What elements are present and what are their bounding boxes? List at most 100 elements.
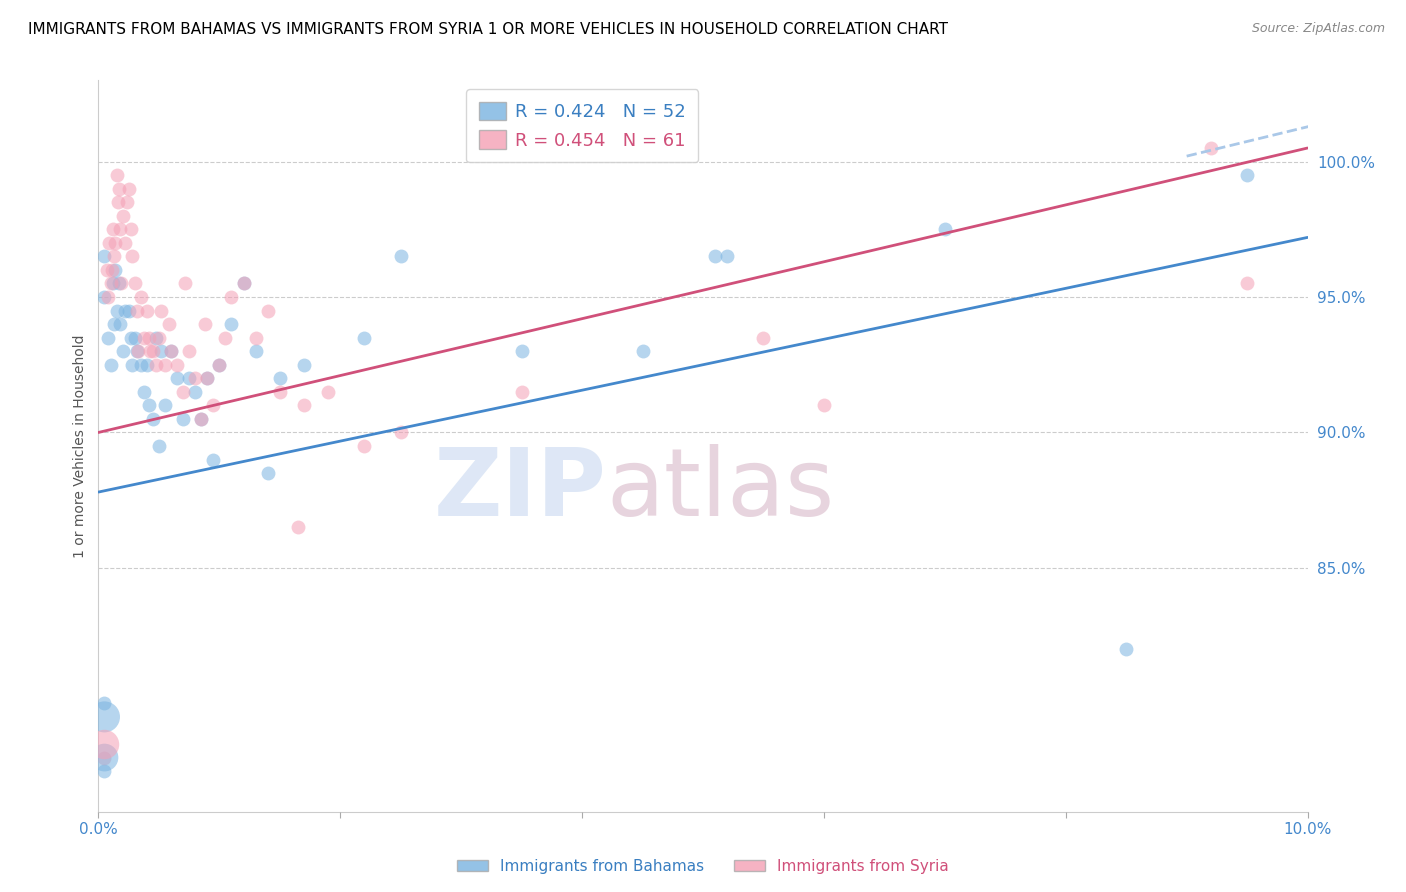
Legend: R = 0.424   N = 52, R = 0.454   N = 61: R = 0.424 N = 52, R = 0.454 N = 61 — [465, 89, 699, 162]
Point — [101, 222, 124, 236]
Point — [93, 737, 115, 751]
Point — [510, 384, 533, 399]
Point — [107, 195, 129, 210]
Point — [93, 750, 115, 764]
Point — [934, 222, 956, 236]
Text: atlas: atlas — [606, 444, 835, 536]
Point — [232, 277, 254, 291]
Point — [1236, 277, 1258, 291]
Point — [208, 358, 231, 372]
Point — [179, 371, 201, 385]
Point — [96, 263, 118, 277]
Point — [93, 249, 115, 263]
Point — [134, 331, 156, 345]
Text: ZIP: ZIP — [433, 444, 606, 536]
Point — [139, 344, 162, 359]
Point — [166, 371, 188, 385]
Point — [100, 358, 122, 372]
Point — [716, 249, 738, 263]
Point — [148, 439, 170, 453]
Point — [108, 277, 131, 291]
Point — [129, 358, 152, 372]
Point — [104, 263, 127, 277]
Point — [269, 384, 291, 399]
Point — [389, 249, 412, 263]
Point — [153, 358, 176, 372]
Point — [93, 764, 115, 778]
Text: Source: ZipAtlas.com: Source: ZipAtlas.com — [1251, 22, 1385, 36]
Point — [138, 398, 160, 412]
Point — [114, 235, 136, 250]
Point — [121, 358, 143, 372]
Point — [124, 331, 146, 345]
Point — [157, 317, 180, 331]
Point — [127, 303, 149, 318]
Point — [142, 344, 165, 359]
Point — [105, 303, 128, 318]
Point — [98, 235, 121, 250]
Point — [353, 331, 375, 345]
Point — [752, 331, 775, 345]
Point — [232, 277, 254, 291]
Point — [127, 344, 149, 359]
Legend: Immigrants from Bahamas, Immigrants from Syria: Immigrants from Bahamas, Immigrants from… — [451, 853, 955, 880]
Point — [195, 371, 218, 385]
Point — [160, 344, 183, 359]
Point — [704, 249, 727, 263]
Point — [190, 412, 212, 426]
Y-axis label: 1 or more Vehicles in Household: 1 or more Vehicles in Household — [73, 334, 87, 558]
Text: IMMIGRANTS FROM BAHAMAS VS IMMIGRANTS FROM SYRIA 1 OR MORE VEHICLES IN HOUSEHOLD: IMMIGRANTS FROM BAHAMAS VS IMMIGRANTS FR… — [28, 22, 948, 37]
Point — [195, 371, 218, 385]
Point — [631, 344, 654, 359]
Point — [134, 384, 156, 399]
Point — [114, 303, 136, 318]
Point — [93, 290, 115, 304]
Point — [108, 317, 131, 331]
Point — [353, 439, 375, 453]
Point — [172, 384, 194, 399]
Point — [221, 317, 243, 331]
Point — [101, 277, 124, 291]
Point — [108, 222, 131, 236]
Point — [190, 412, 212, 426]
Point — [245, 344, 267, 359]
Point — [150, 344, 173, 359]
Point — [93, 750, 115, 764]
Point — [150, 303, 173, 318]
Point — [166, 358, 188, 372]
Point — [184, 384, 207, 399]
Point — [135, 358, 157, 372]
Point — [208, 358, 231, 372]
Point — [111, 344, 134, 359]
Point — [172, 412, 194, 426]
Point — [111, 209, 134, 223]
Point — [245, 331, 267, 345]
Point — [103, 317, 125, 331]
Point — [121, 249, 143, 263]
Point — [1236, 168, 1258, 182]
Point — [184, 371, 207, 385]
Point — [389, 425, 412, 440]
Point — [1115, 642, 1137, 657]
Point — [138, 331, 160, 345]
Point — [145, 331, 167, 345]
Point — [120, 222, 142, 236]
Point — [118, 181, 141, 195]
Point — [97, 331, 120, 345]
Point — [194, 317, 217, 331]
Point — [124, 277, 146, 291]
Point — [148, 331, 170, 345]
Point — [100, 263, 122, 277]
Point — [316, 384, 339, 399]
Point — [120, 331, 142, 345]
Point — [256, 466, 278, 480]
Point — [202, 452, 225, 467]
Point — [108, 181, 131, 195]
Point — [117, 195, 139, 210]
Point — [179, 344, 201, 359]
Point — [105, 168, 128, 182]
Point — [214, 331, 236, 345]
Point — [269, 371, 291, 385]
Point — [153, 398, 176, 412]
Point — [287, 520, 309, 534]
